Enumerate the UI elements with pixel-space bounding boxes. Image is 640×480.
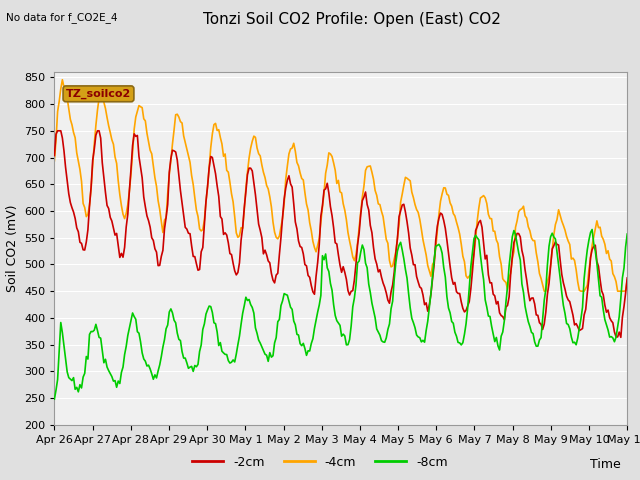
Text: Time: Time bbox=[590, 458, 621, 471]
Text: TZ_soilco2: TZ_soilco2 bbox=[66, 89, 131, 99]
Line: -8cm: -8cm bbox=[54, 229, 627, 399]
Legend: -2cm, -4cm, -8cm: -2cm, -4cm, -8cm bbox=[187, 451, 453, 474]
-4cm bbox=[58, 77, 66, 83]
-2cm bbox=[122, 224, 130, 230]
-2cm bbox=[223, 232, 230, 238]
-4cm bbox=[623, 277, 631, 283]
-8cm bbox=[623, 231, 631, 237]
-2cm bbox=[303, 263, 310, 269]
-8cm bbox=[51, 396, 58, 402]
Text: No data for f_CO2E_4: No data for f_CO2E_4 bbox=[6, 12, 118, 23]
-4cm bbox=[122, 211, 130, 216]
-2cm bbox=[54, 128, 61, 133]
-2cm bbox=[242, 189, 250, 195]
-2cm bbox=[252, 192, 259, 198]
-4cm bbox=[223, 168, 230, 173]
-8cm bbox=[250, 310, 258, 316]
-8cm bbox=[301, 346, 308, 351]
Y-axis label: Soil CO2 (mV): Soil CO2 (mV) bbox=[6, 204, 19, 292]
-8cm bbox=[593, 261, 601, 266]
-4cm bbox=[303, 201, 310, 207]
Line: -4cm: -4cm bbox=[54, 80, 627, 291]
-4cm bbox=[540, 288, 548, 294]
-2cm bbox=[617, 335, 625, 340]
-4cm bbox=[242, 185, 250, 191]
Line: -2cm: -2cm bbox=[54, 131, 627, 337]
-4cm bbox=[595, 225, 602, 230]
-8cm bbox=[241, 303, 248, 309]
-4cm bbox=[252, 134, 259, 140]
-8cm bbox=[121, 352, 129, 358]
-4cm bbox=[51, 158, 58, 164]
Text: Tonzi Soil CO2 Profile: Open (East) CO2: Tonzi Soil CO2 Profile: Open (East) CO2 bbox=[203, 12, 501, 27]
-2cm bbox=[51, 153, 58, 158]
-2cm bbox=[623, 275, 631, 281]
-8cm bbox=[221, 351, 229, 357]
-2cm bbox=[593, 259, 601, 264]
-8cm bbox=[588, 227, 596, 232]
